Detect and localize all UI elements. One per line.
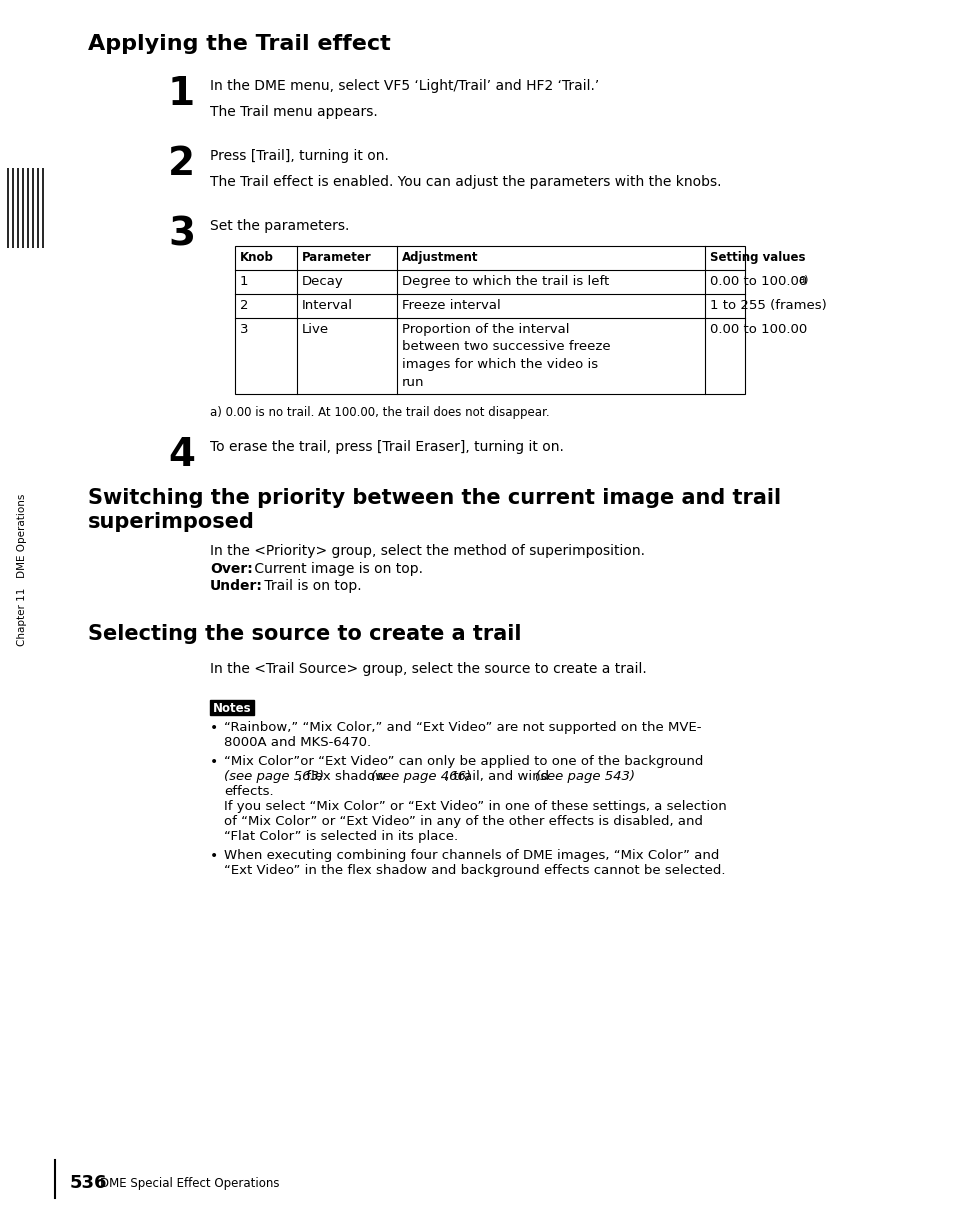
Text: 3: 3 xyxy=(240,324,248,336)
Text: Setting values: Setting values xyxy=(709,251,804,264)
Text: 1: 1 xyxy=(168,75,195,113)
Text: 1 to 255 (frames): 1 to 255 (frames) xyxy=(709,299,826,311)
Text: Freeze interval: Freeze interval xyxy=(401,299,500,311)
Text: 3: 3 xyxy=(168,215,195,253)
Text: 1: 1 xyxy=(240,275,248,288)
Text: The Trail menu appears.: The Trail menu appears. xyxy=(210,105,377,119)
Text: a): a) xyxy=(797,275,807,285)
Text: DME Special Effect Operations: DME Special Effect Operations xyxy=(100,1177,279,1189)
Text: 0.00 to 100.00: 0.00 to 100.00 xyxy=(709,324,806,336)
Text: Over:: Over: xyxy=(210,562,253,576)
Text: Decay: Decay xyxy=(302,275,343,288)
Text: •: • xyxy=(210,721,218,734)
Text: •: • xyxy=(210,755,218,768)
Text: In the <Priority> group, select the method of superimposition.: In the <Priority> group, select the meth… xyxy=(210,544,644,558)
Text: 0.00 to 100.00: 0.00 to 100.00 xyxy=(709,275,811,288)
Text: In the DME menu, select VF5 ‘Light/Trail’ and HF2 ‘Trail.’: In the DME menu, select VF5 ‘Light/Trail… xyxy=(210,79,598,93)
Text: Selecting the source to create a trail: Selecting the source to create a trail xyxy=(88,624,521,644)
Text: •: • xyxy=(210,848,218,863)
Text: To erase the trail, press [Trail Eraser], turning it on.: To erase the trail, press [Trail Eraser]… xyxy=(210,440,563,454)
Text: If you select “Mix Color” or “Ext Video” in one of these settings, a selection: If you select “Mix Color” or “Ext Video”… xyxy=(224,800,726,813)
Text: 4: 4 xyxy=(168,436,194,474)
Text: , flex shadow: , flex shadow xyxy=(297,770,390,783)
Text: Interval: Interval xyxy=(302,299,353,311)
Text: Notes: Notes xyxy=(213,702,252,715)
Text: “Flat Color” is selected in its place.: “Flat Color” is selected in its place. xyxy=(224,830,457,844)
Text: “Mix Color”or “Ext Video” can only be applied to one of the background: “Mix Color”or “Ext Video” can only be ap… xyxy=(224,755,702,768)
Text: Applying the Trail effect: Applying the Trail effect xyxy=(88,34,391,55)
Text: In the <Trail Source> group, select the source to create a trail.: In the <Trail Source> group, select the … xyxy=(210,662,646,676)
Text: of “Mix Color” or “Ext Video” in any of the other effects is disabled, and: of “Mix Color” or “Ext Video” in any of … xyxy=(224,814,702,828)
Text: Adjustment: Adjustment xyxy=(401,251,478,264)
Text: 8000A and MKS-6470.: 8000A and MKS-6470. xyxy=(224,736,371,749)
Text: “Rainbow,” “Mix Color,” and “Ext Video” are not supported on the MVE-: “Rainbow,” “Mix Color,” and “Ext Video” … xyxy=(224,721,700,734)
Text: Under:: Under: xyxy=(210,579,263,593)
Text: Press [Trail], turning it on.: Press [Trail], turning it on. xyxy=(210,149,389,162)
Text: Set the parameters.: Set the parameters. xyxy=(210,219,349,233)
Text: Knob: Knob xyxy=(240,251,274,264)
Text: Current image is on top.: Current image is on top. xyxy=(250,562,422,576)
Text: Chapter 11   DME Operations: Chapter 11 DME Operations xyxy=(17,493,27,646)
Text: (see page 466): (see page 466) xyxy=(371,770,471,783)
Text: a) 0.00 is no trail. At 100.00, the trail does not disappear.: a) 0.00 is no trail. At 100.00, the trai… xyxy=(210,406,549,419)
Text: Switching the priority between the current image and trail
superimposed: Switching the priority between the curre… xyxy=(88,488,781,532)
Text: Parameter: Parameter xyxy=(302,251,372,264)
Text: The Trail effect is enabled. You can adjust the parameters with the knobs.: The Trail effect is enabled. You can adj… xyxy=(210,175,720,189)
Text: (see page 543): (see page 543) xyxy=(535,770,635,783)
Text: “Ext Video” in the flex shadow and background effects cannot be selected.: “Ext Video” in the flex shadow and backg… xyxy=(224,864,724,877)
Text: , trail, and wind: , trail, and wind xyxy=(444,770,553,783)
Text: (see page 563): (see page 563) xyxy=(224,770,324,783)
Bar xyxy=(210,701,253,715)
Text: effects.: effects. xyxy=(224,785,274,797)
Text: When executing combining four channels of DME images, “Mix Color” and: When executing combining four channels o… xyxy=(224,848,719,862)
Text: Proportion of the interval
between two successive freeze
images for which the vi: Proportion of the interval between two s… xyxy=(401,324,610,389)
Text: Trail is on top.: Trail is on top. xyxy=(260,579,361,593)
Text: Live: Live xyxy=(302,324,329,336)
Text: Degree to which the trail is left: Degree to which the trail is left xyxy=(401,275,609,288)
Bar xyxy=(234,246,744,394)
Text: 2: 2 xyxy=(240,299,248,311)
Text: 2: 2 xyxy=(168,145,195,183)
Text: 536: 536 xyxy=(70,1174,108,1191)
